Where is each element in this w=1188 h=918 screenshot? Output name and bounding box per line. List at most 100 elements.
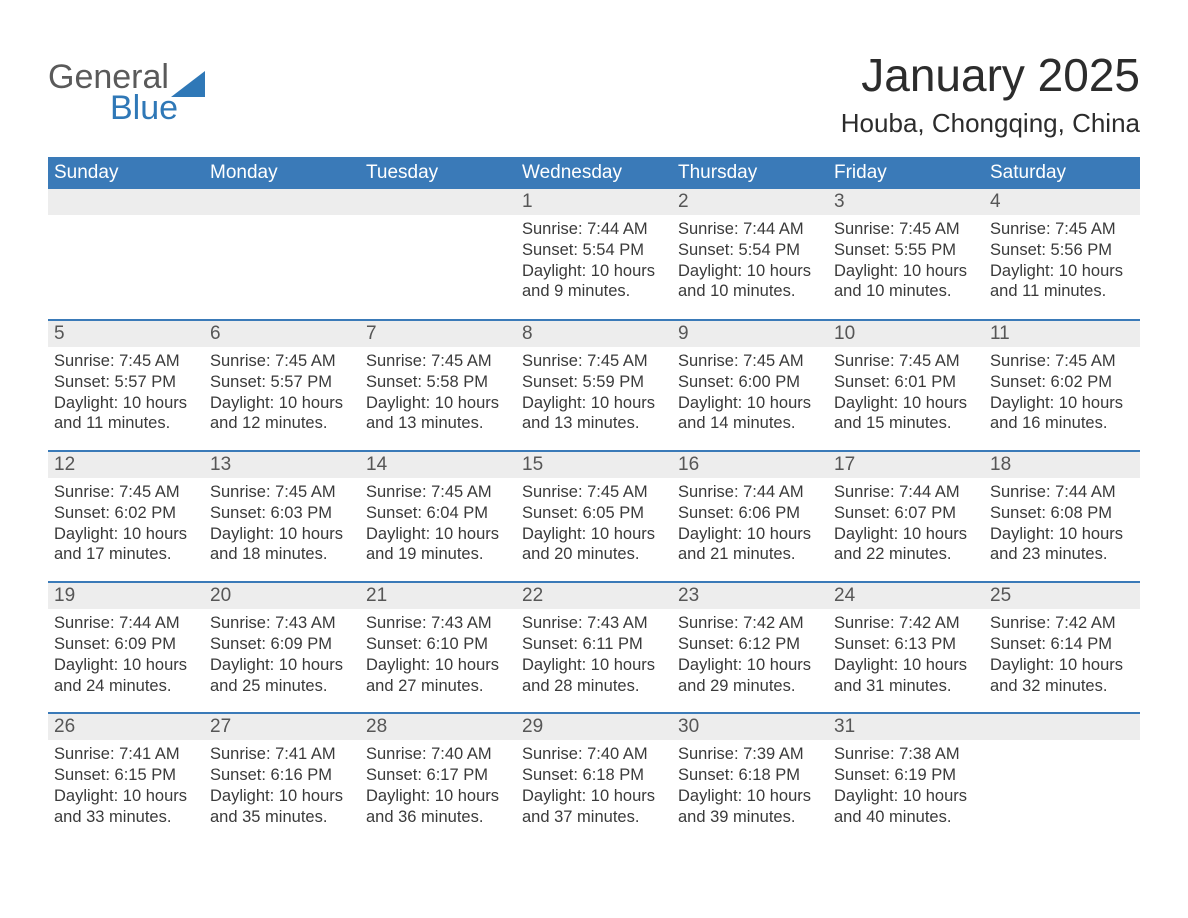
daylight-text: Daylight: 10 hours and 10 minutes. [678, 261, 822, 303]
day-number: 17 [828, 452, 984, 478]
sunset-text: Sunset: 6:03 PM [210, 503, 354, 524]
daylight-text: Daylight: 10 hours and 16 minutes. [990, 393, 1134, 435]
daylight-text: Daylight: 10 hours and 12 minutes. [210, 393, 354, 435]
sunset-text: Sunset: 6:19 PM [834, 765, 978, 786]
sunset-text: Sunset: 6:10 PM [366, 634, 510, 655]
sunrise-text: Sunrise: 7:45 AM [522, 482, 666, 503]
cell-body: Sunrise: 7:38 AMSunset: 6:19 PMDaylight:… [828, 740, 984, 843]
daylight-text: Daylight: 10 hours and 10 minutes. [834, 261, 978, 303]
daylight-text: Daylight: 10 hours and 15 minutes. [834, 393, 978, 435]
sunrise-text: Sunrise: 7:45 AM [54, 482, 198, 503]
sunset-text: Sunset: 5:54 PM [678, 240, 822, 261]
calendar-cell: 5Sunrise: 7:45 AMSunset: 5:57 PMDaylight… [48, 321, 204, 450]
day-number [984, 714, 1140, 740]
cell-body: Sunrise: 7:40 AMSunset: 6:17 PMDaylight:… [360, 740, 516, 843]
sunrise-text: Sunrise: 7:38 AM [834, 744, 978, 765]
calendar-body: 1Sunrise: 7:44 AMSunset: 5:54 PMDaylight… [48, 189, 1140, 844]
sunrise-text: Sunrise: 7:43 AM [366, 613, 510, 634]
calendar-header-row: SundayMondayTuesdayWednesdayThursdayFrid… [48, 157, 1140, 189]
day-number: 6 [204, 321, 360, 347]
day-number: 18 [984, 452, 1140, 478]
cell-body: Sunrise: 7:43 AMSunset: 6:11 PMDaylight:… [516, 609, 672, 712]
day-number: 13 [204, 452, 360, 478]
sunrise-text: Sunrise: 7:45 AM [210, 351, 354, 372]
day-number: 9 [672, 321, 828, 347]
day-number: 20 [204, 583, 360, 609]
daylight-text: Daylight: 10 hours and 23 minutes. [990, 524, 1134, 566]
daylight-text: Daylight: 10 hours and 36 minutes. [366, 786, 510, 828]
calendar-week: 12Sunrise: 7:45 AMSunset: 6:02 PMDayligh… [48, 450, 1140, 581]
cell-body: Sunrise: 7:45 AMSunset: 6:01 PMDaylight:… [828, 347, 984, 450]
sunset-text: Sunset: 6:18 PM [522, 765, 666, 786]
cell-body: Sunrise: 7:43 AMSunset: 6:10 PMDaylight:… [360, 609, 516, 712]
cell-body: Sunrise: 7:45 AMSunset: 5:57 PMDaylight:… [204, 347, 360, 450]
cell-body: Sunrise: 7:44 AMSunset: 6:08 PMDaylight:… [984, 478, 1140, 581]
cell-body: Sunrise: 7:44 AMSunset: 6:07 PMDaylight:… [828, 478, 984, 581]
sunset-text: Sunset: 6:12 PM [678, 634, 822, 655]
sunset-text: Sunset: 6:07 PM [834, 503, 978, 524]
calendar-cell: 14Sunrise: 7:45 AMSunset: 6:04 PMDayligh… [360, 452, 516, 581]
logo: General Blue [48, 58, 205, 128]
sunrise-text: Sunrise: 7:43 AM [522, 613, 666, 634]
calendar-cell: 29Sunrise: 7:40 AMSunset: 6:18 PMDayligh… [516, 714, 672, 843]
day-number: 3 [828, 189, 984, 215]
calendar-week: 19Sunrise: 7:44 AMSunset: 6:09 PMDayligh… [48, 581, 1140, 712]
sunrise-text: Sunrise: 7:45 AM [210, 482, 354, 503]
day-number: 22 [516, 583, 672, 609]
day-header: Tuesday [360, 157, 516, 189]
logo-text-blue: Blue [110, 89, 205, 128]
calendar-week: 5Sunrise: 7:45 AMSunset: 5:57 PMDaylight… [48, 319, 1140, 450]
cell-body [360, 215, 516, 235]
sunrise-text: Sunrise: 7:45 AM [54, 351, 198, 372]
sunset-text: Sunset: 6:18 PM [678, 765, 822, 786]
calendar-cell: 30Sunrise: 7:39 AMSunset: 6:18 PMDayligh… [672, 714, 828, 843]
sunrise-text: Sunrise: 7:45 AM [990, 219, 1134, 240]
day-number: 26 [48, 714, 204, 740]
cell-body [984, 740, 1140, 760]
calendar-cell: 13 Sunrise: 7:45 AMSunset: 6:03 PMDayligh… [204, 452, 360, 581]
calendar-cell: 27Sunrise: 7:41 AMSunset: 6:16 PMDayligh… [204, 714, 360, 843]
cell-body: Sunrise: 7:42 AMSunset: 6:13 PMDaylight:… [828, 609, 984, 712]
calendar-cell: 19Sunrise: 7:44 AMSunset: 6:09 PMDayligh… [48, 583, 204, 712]
day-header: Saturday [984, 157, 1140, 189]
sunset-text: Sunset: 6:06 PM [678, 503, 822, 524]
sunrise-text: Sunrise: 7:44 AM [678, 219, 822, 240]
calendar-cell: 24Sunrise: 7:42 AMSunset: 6:13 PMDayligh… [828, 583, 984, 712]
daylight-text: Daylight: 10 hours and 9 minutes. [522, 261, 666, 303]
sunrise-text: Sunrise: 7:41 AM [210, 744, 354, 765]
daylight-text: Daylight: 10 hours and 18 minutes. [210, 524, 354, 566]
sunset-text: Sunset: 6:05 PM [522, 503, 666, 524]
sunset-text: Sunset: 6:14 PM [990, 634, 1134, 655]
sunrise-text: Sunrise: 7:39 AM [678, 744, 822, 765]
sunrise-text: Sunrise: 7:45 AM [834, 219, 978, 240]
day-number: 16 [672, 452, 828, 478]
daylight-text: Daylight: 10 hours and 22 minutes. [834, 524, 978, 566]
daylight-text: Daylight: 10 hours and 13 minutes. [522, 393, 666, 435]
daylight-text: Daylight: 10 hours and 27 minutes. [366, 655, 510, 697]
sunset-text: Sunset: 6:04 PM [366, 503, 510, 524]
calendar-cell: 20Sunrise: 7:43 AMSunset: 6:09 PMDayligh… [204, 583, 360, 712]
day-number: 14 [360, 452, 516, 478]
day-number: 10 [828, 321, 984, 347]
sunrise-text: Sunrise: 7:43 AM [210, 613, 354, 634]
sunset-text: Sunset: 6:02 PM [990, 372, 1134, 393]
cell-body: Sunrise: 7:45 AMSunset: 6:02 PMDaylight:… [984, 347, 1140, 450]
sunset-text: Sunset: 6:09 PM [54, 634, 198, 655]
sunset-text: Sunset: 6:09 PM [210, 634, 354, 655]
daylight-text: Daylight: 10 hours and 35 minutes. [210, 786, 354, 828]
sunset-text: Sunset: 6:01 PM [834, 372, 978, 393]
calendar-cell: 18Sunrise: 7:44 AMSunset: 6:08 PMDayligh… [984, 452, 1140, 581]
sunset-text: Sunset: 6:08 PM [990, 503, 1134, 524]
cell-body: Sunrise: 7:45 AMSunset: 5:55 PMDaylight:… [828, 215, 984, 318]
day-number: 30 [672, 714, 828, 740]
cell-body: Sunrise: 7:43 AMSunset: 6:09 PMDaylight:… [204, 609, 360, 712]
daylight-text: Daylight: 10 hours and 13 minutes. [366, 393, 510, 435]
sunset-text: Sunset: 6:11 PM [522, 634, 666, 655]
month-title: January 2025 [841, 48, 1140, 102]
cell-body: Sunrise: 7:45 AMSunset: 5:59 PMDaylight:… [516, 347, 672, 450]
calendar-cell: 23Sunrise: 7:42 AMSunset: 6:12 PMDayligh… [672, 583, 828, 712]
sunset-text: Sunset: 6:15 PM [54, 765, 198, 786]
sunset-text: Sunset: 6:00 PM [678, 372, 822, 393]
cell-body [48, 215, 204, 235]
cell-body: Sunrise: 7:40 AMSunset: 6:18 PMDaylight:… [516, 740, 672, 843]
